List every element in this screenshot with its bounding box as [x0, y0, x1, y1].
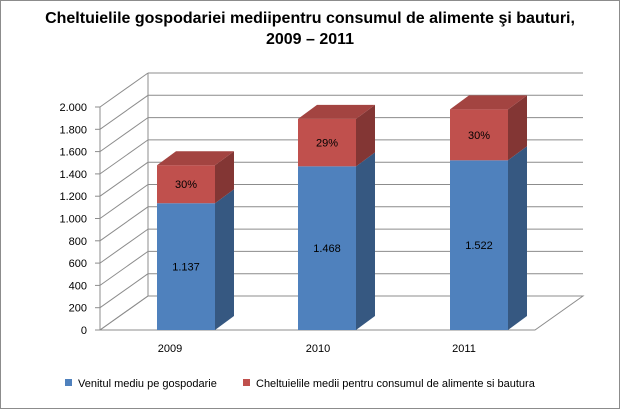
y-tick-label: 800	[69, 236, 87, 248]
gridline-side	[99, 206, 149, 242]
gridline-side	[99, 295, 149, 331]
gridline-side	[99, 273, 149, 309]
gridline-side	[99, 139, 149, 175]
gridline-side	[99, 117, 149, 153]
y-tick-label: 200	[69, 303, 87, 315]
data-label-2011-series-1: 1.522	[465, 240, 493, 252]
x-tick-label-2010: 2010	[306, 343, 330, 355]
bar-top-2009	[157, 151, 234, 166]
bar-2009-series-2: 30%	[157, 151, 234, 204]
bar-side-2010-series-2	[356, 104, 375, 167]
y-tick-label: 400	[69, 280, 87, 292]
x-tick-label-2009: 2009	[158, 343, 182, 355]
bar-front-2011-series-2	[450, 109, 508, 161]
data-label-2010-series-2: 29%	[316, 138, 338, 150]
bar-front-2010-series-1	[298, 166, 356, 330]
legend-label-series-1: Venitul mediu pe gospodarie	[78, 378, 217, 390]
bar-side-2009-series-1	[215, 189, 234, 330]
bar-side-2009-series-2	[215, 151, 234, 204]
bar-side-2010-series-1	[356, 152, 375, 330]
legend-swatch-series-1	[65, 379, 72, 386]
bar-top-2011	[450, 95, 527, 110]
y-tick-label: 1.200	[59, 191, 87, 203]
data-label-2009-series-1: 1.137	[172, 262, 200, 274]
bar-2011-series-1: 1.522	[450, 146, 527, 330]
y-tick-label: 600	[69, 258, 87, 270]
x-tick-label-2011: 2011	[452, 343, 476, 355]
chart-title: Cheltuielile gospodariei mediipentru con…	[45, 10, 575, 48]
bar-side-2011-series-1	[508, 146, 527, 330]
bar-front-2009-series-2	[157, 165, 215, 204]
bar-2010-series-2: 29%	[298, 104, 375, 167]
gridline-side	[99, 250, 149, 286]
y-tick-label: 1.400	[59, 169, 87, 181]
legend-swatch-series-2	[243, 379, 250, 386]
legend: Venitul mediu pe gospodarie Cheltuielile…	[0, 376, 620, 394]
bar-front-2011-series-1	[450, 160, 508, 330]
legend-item-series-2: Cheltuielile medii pentru consumul de al…	[243, 376, 535, 392]
legend-label-series-2: Cheltuielile medii pentru consumul de al…	[256, 378, 535, 390]
bar-front-2009-series-1	[157, 203, 215, 330]
legend-item-series-1: Venitul mediu pe gospodarie	[65, 376, 217, 392]
gridline-side	[99, 228, 149, 264]
gridline-side	[99, 161, 149, 197]
y-tick-label: 1.800	[59, 124, 87, 136]
y-tick-label: 1.000	[59, 214, 87, 226]
y-tick-label: 1.600	[59, 147, 87, 159]
data-label-2009-series-2: 30%	[175, 179, 197, 191]
bars: 1.137 30% 1.468 29% 1.522 30%	[157, 95, 527, 330]
gridline-side	[99, 94, 149, 130]
gridline-side	[99, 184, 149, 219]
data-label-2011-series-2: 30%	[468, 130, 490, 142]
bar-2011-series-2: 30%	[450, 95, 527, 161]
gridline-side	[99, 72, 149, 108]
bar-side-2011-series-2	[508, 95, 527, 161]
bar-2010-series-1: 1.468	[298, 152, 375, 330]
y-tick-label: 2.000	[59, 102, 87, 114]
bar-front-2010-series-2	[298, 118, 356, 167]
data-label-2010-series-1: 1.468	[313, 243, 341, 255]
y-tick-label: 0	[81, 325, 87, 337]
bar-top-2010	[298, 104, 375, 119]
bar-2009-series-1: 1.137	[157, 189, 234, 330]
